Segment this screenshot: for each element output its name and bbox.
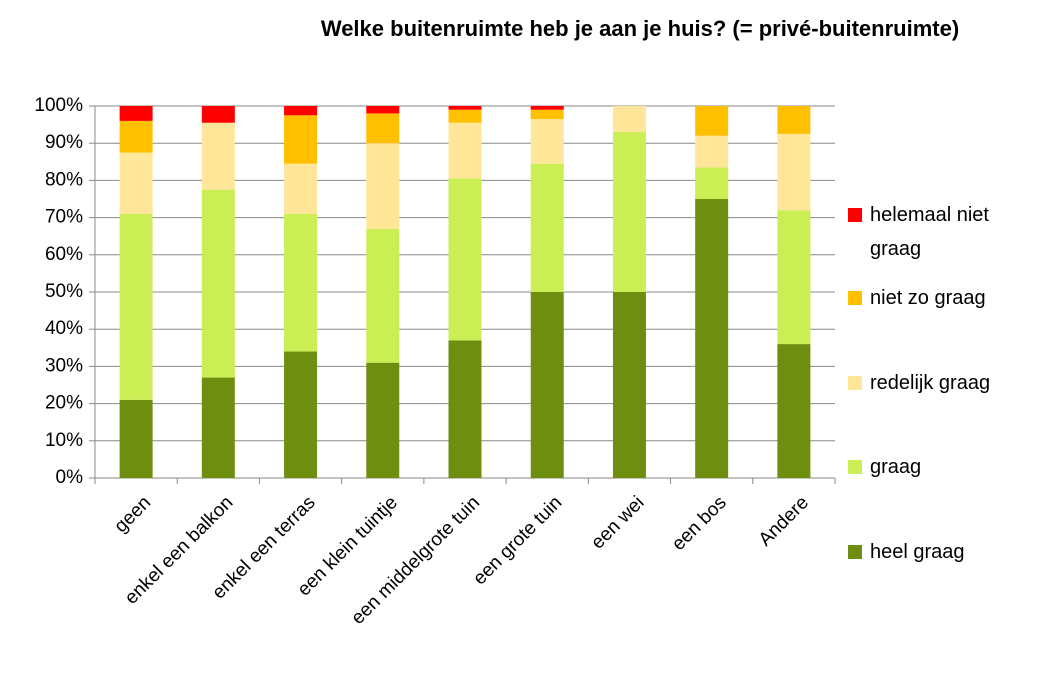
bar-segment	[201, 377, 235, 478]
bar-segment	[448, 109, 482, 123]
bar-segment	[201, 122, 235, 190]
y-tick-label: 20%	[45, 393, 83, 414]
legend-label: heel graag	[870, 541, 965, 563]
bar-segment	[119, 152, 153, 214]
bar-segment	[530, 119, 564, 164]
legend-swatch	[848, 460, 862, 474]
bar-segment	[119, 399, 153, 478]
bar-segment	[448, 106, 482, 110]
bar-segment	[448, 178, 482, 341]
legend-swatch	[848, 545, 862, 559]
y-tick-label: 60%	[45, 244, 83, 265]
y-tick-label: 80%	[45, 169, 83, 190]
bar-segment	[530, 109, 564, 120]
y-tick-label: 40%	[45, 318, 83, 339]
bar-segment	[695, 135, 729, 168]
bar-segment	[119, 106, 153, 121]
bar-segment	[201, 189, 235, 378]
y-tick-label: 70%	[45, 207, 83, 228]
bar-segment	[448, 340, 482, 478]
bar-segment	[530, 163, 564, 292]
x-tick-label: een bos	[668, 492, 731, 555]
legend-swatch	[848, 208, 862, 222]
y-tick-label: 50%	[45, 281, 83, 302]
legend-swatch	[848, 291, 862, 305]
bar-segment	[777, 106, 811, 134]
x-tick-label: geen	[110, 492, 155, 537]
bar-segment	[612, 106, 646, 133]
y-tick-label: 30%	[45, 355, 83, 376]
bar-segment	[366, 228, 400, 363]
bar-segment	[284, 115, 318, 164]
bar-segment	[777, 344, 811, 478]
legend-label: graag	[870, 456, 922, 478]
bar-segment	[366, 143, 400, 229]
bar-segment	[530, 292, 564, 478]
x-tick-label: een wei	[587, 492, 648, 553]
legend-swatch	[848, 376, 862, 390]
bar-segment	[612, 292, 646, 478]
legend-label: redelijk graag	[870, 372, 991, 394]
bar-segment	[612, 132, 646, 292]
y-tick-label: 100%	[34, 95, 83, 116]
y-tick-label: 0%	[56, 467, 84, 488]
bar-segment	[448, 122, 482, 179]
bar-segment	[119, 213, 153, 400]
y-tick-label: 90%	[45, 132, 83, 153]
bar-segment	[530, 106, 564, 110]
x-tick-label: een grote tuin	[469, 492, 566, 589]
legend-label: niet zo graag	[870, 287, 986, 309]
bar-segment	[284, 351, 318, 478]
bar-segment	[695, 167, 729, 199]
y-tick-label: 10%	[45, 430, 83, 451]
bar-segment	[366, 113, 400, 144]
bar-segment	[695, 199, 729, 478]
bar-segment	[366, 106, 400, 114]
bar-segment	[695, 106, 729, 136]
bar-segment	[366, 362, 400, 478]
legend-label: helemaal niet graag	[870, 204, 989, 260]
bar-segment	[777, 133, 811, 211]
bar-segment	[201, 106, 235, 123]
bar-segment	[284, 163, 318, 214]
bar-segment	[119, 120, 153, 153]
bar-segment	[777, 210, 811, 345]
x-tick-label: Andere	[755, 492, 813, 550]
bar-segment	[284, 213, 318, 352]
bar-segment	[284, 106, 318, 116]
chart-title: Welke buitenruimte heb je aan je huis? (…	[321, 16, 959, 41]
